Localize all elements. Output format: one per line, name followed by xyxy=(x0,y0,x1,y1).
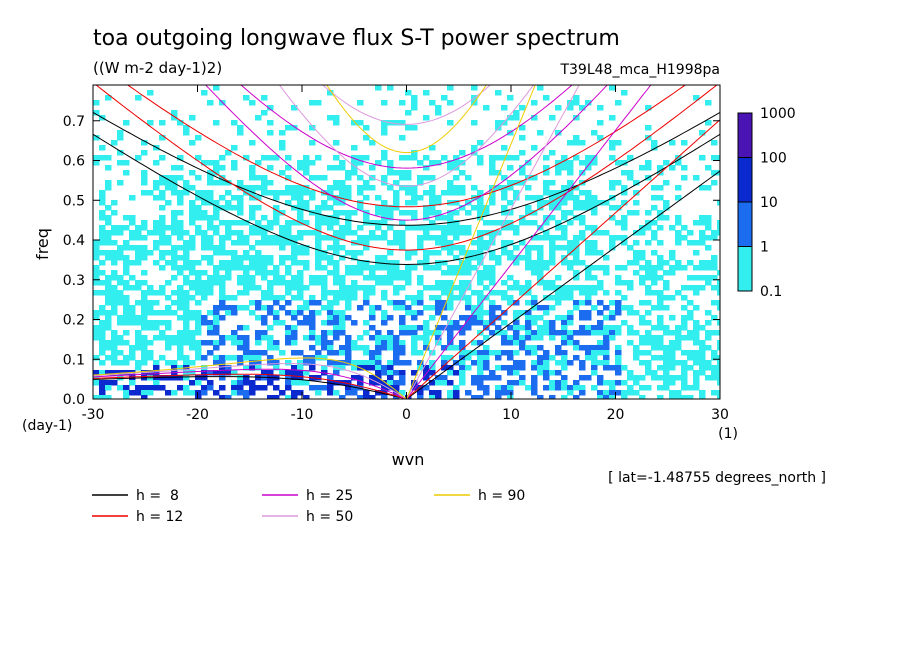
colorbar-band xyxy=(737,112,753,158)
dispersion-curve-h8-branch-0 xyxy=(406,170,720,399)
dispersion-curves xyxy=(93,85,720,399)
y-axis-unit: (day-1) xyxy=(22,418,72,434)
x-tick-label: -10 xyxy=(291,407,314,423)
dispersion-curve-h50-branch-0 xyxy=(406,85,580,399)
y-tick-label: 0.6 xyxy=(63,154,85,170)
y-tick-label: 0.5 xyxy=(63,193,85,209)
colorbar-band xyxy=(737,246,753,292)
dispersion-curve-h50-branch-3 xyxy=(93,363,407,399)
x-tick-label: 0 xyxy=(402,407,411,423)
dispersion-curve-h8-branch-1 xyxy=(93,133,720,266)
colorbar: 1000 100 10 1 0.1 xyxy=(737,106,796,300)
y-axis: 0.0 0.1 0.2 0.3 0.4 0.5 0.6 0.7 xyxy=(63,114,720,408)
dispersion-curve-h8-branch-3 xyxy=(93,376,407,399)
legend-label: h = 25 xyxy=(306,488,353,504)
legend-label: h = 12 xyxy=(136,509,183,525)
dispersion-curve-h8-branch-2 xyxy=(93,111,720,226)
colorbar-label: 1000 xyxy=(760,106,796,122)
x-tick-label: 20 xyxy=(607,407,625,423)
x-tick-label: -30 xyxy=(82,407,105,423)
y-tick-label: 0.4 xyxy=(63,233,85,249)
y-tick-label: 0.3 xyxy=(63,273,85,289)
dispersion-curve-h50-branch-1 xyxy=(278,85,535,187)
dispersion-curve-h25-branch-0 xyxy=(406,85,652,399)
x-tick-label: 10 xyxy=(502,407,520,423)
x-axis-label: wvn xyxy=(392,450,425,469)
dispersion-curve-h90-branch-3 xyxy=(93,357,407,399)
dispersion-curve-h90-branch-0 xyxy=(406,85,536,399)
colorbar-label: 0.1 xyxy=(760,284,782,300)
colorbar-label: 10 xyxy=(760,195,778,211)
x-axis: -30 -20 -10 0 10 20 30 xyxy=(82,85,729,423)
y-tick-label: 0.2 xyxy=(63,313,85,329)
dispersion-curve-h12-branch-3 xyxy=(93,373,407,399)
chart-title: toa outgoing longwave flux S-T power spe… xyxy=(93,26,620,51)
dispersion-curve-h12-branch-1 xyxy=(95,85,718,251)
colorbar-label: 100 xyxy=(760,151,787,167)
dispersion-curve-h25-branch-3 xyxy=(93,368,407,399)
chart-units: ((W m-2 day-1)2) xyxy=(93,59,222,77)
dispersion-curve-h12-branch-0 xyxy=(406,119,720,399)
y-tick-label: 0.1 xyxy=(63,352,85,368)
colorbar-band xyxy=(737,201,753,247)
power-spectrum-field xyxy=(93,85,720,399)
legend-label: h = 50 xyxy=(306,509,353,525)
legend-label: h = 90 xyxy=(478,488,525,504)
y-axis-label: freq xyxy=(33,228,52,260)
dispersion-curve-h25-branch-2 xyxy=(240,85,573,169)
legend-label: h = 8 xyxy=(136,488,179,504)
dispersion-curve-h12-branch-2 xyxy=(126,85,687,208)
colorbar-band xyxy=(737,157,753,203)
latitude-note: [ lat=-1.48755 degrees_north ] xyxy=(608,470,826,486)
dispersion-curve-h90-branch-1 xyxy=(326,85,487,154)
curve-legend: h = 8 h = 12 h = 25 h = 50 h = 90 xyxy=(92,488,525,525)
dispersion-curve-h25-branch-1 xyxy=(205,85,608,221)
experiment-label: T39L48_mca_H1998pa xyxy=(559,62,720,78)
dispersion-curve-h50-branch-2 xyxy=(322,85,491,125)
x-tick-label: -20 xyxy=(186,407,209,423)
y-tick-label: 0.7 xyxy=(63,114,85,130)
y-tick-label: 0.0 xyxy=(63,392,85,408)
x-axis-unit: (1) xyxy=(718,426,738,442)
x-tick-label: 30 xyxy=(711,407,729,423)
colorbar-label: 1 xyxy=(760,240,769,256)
